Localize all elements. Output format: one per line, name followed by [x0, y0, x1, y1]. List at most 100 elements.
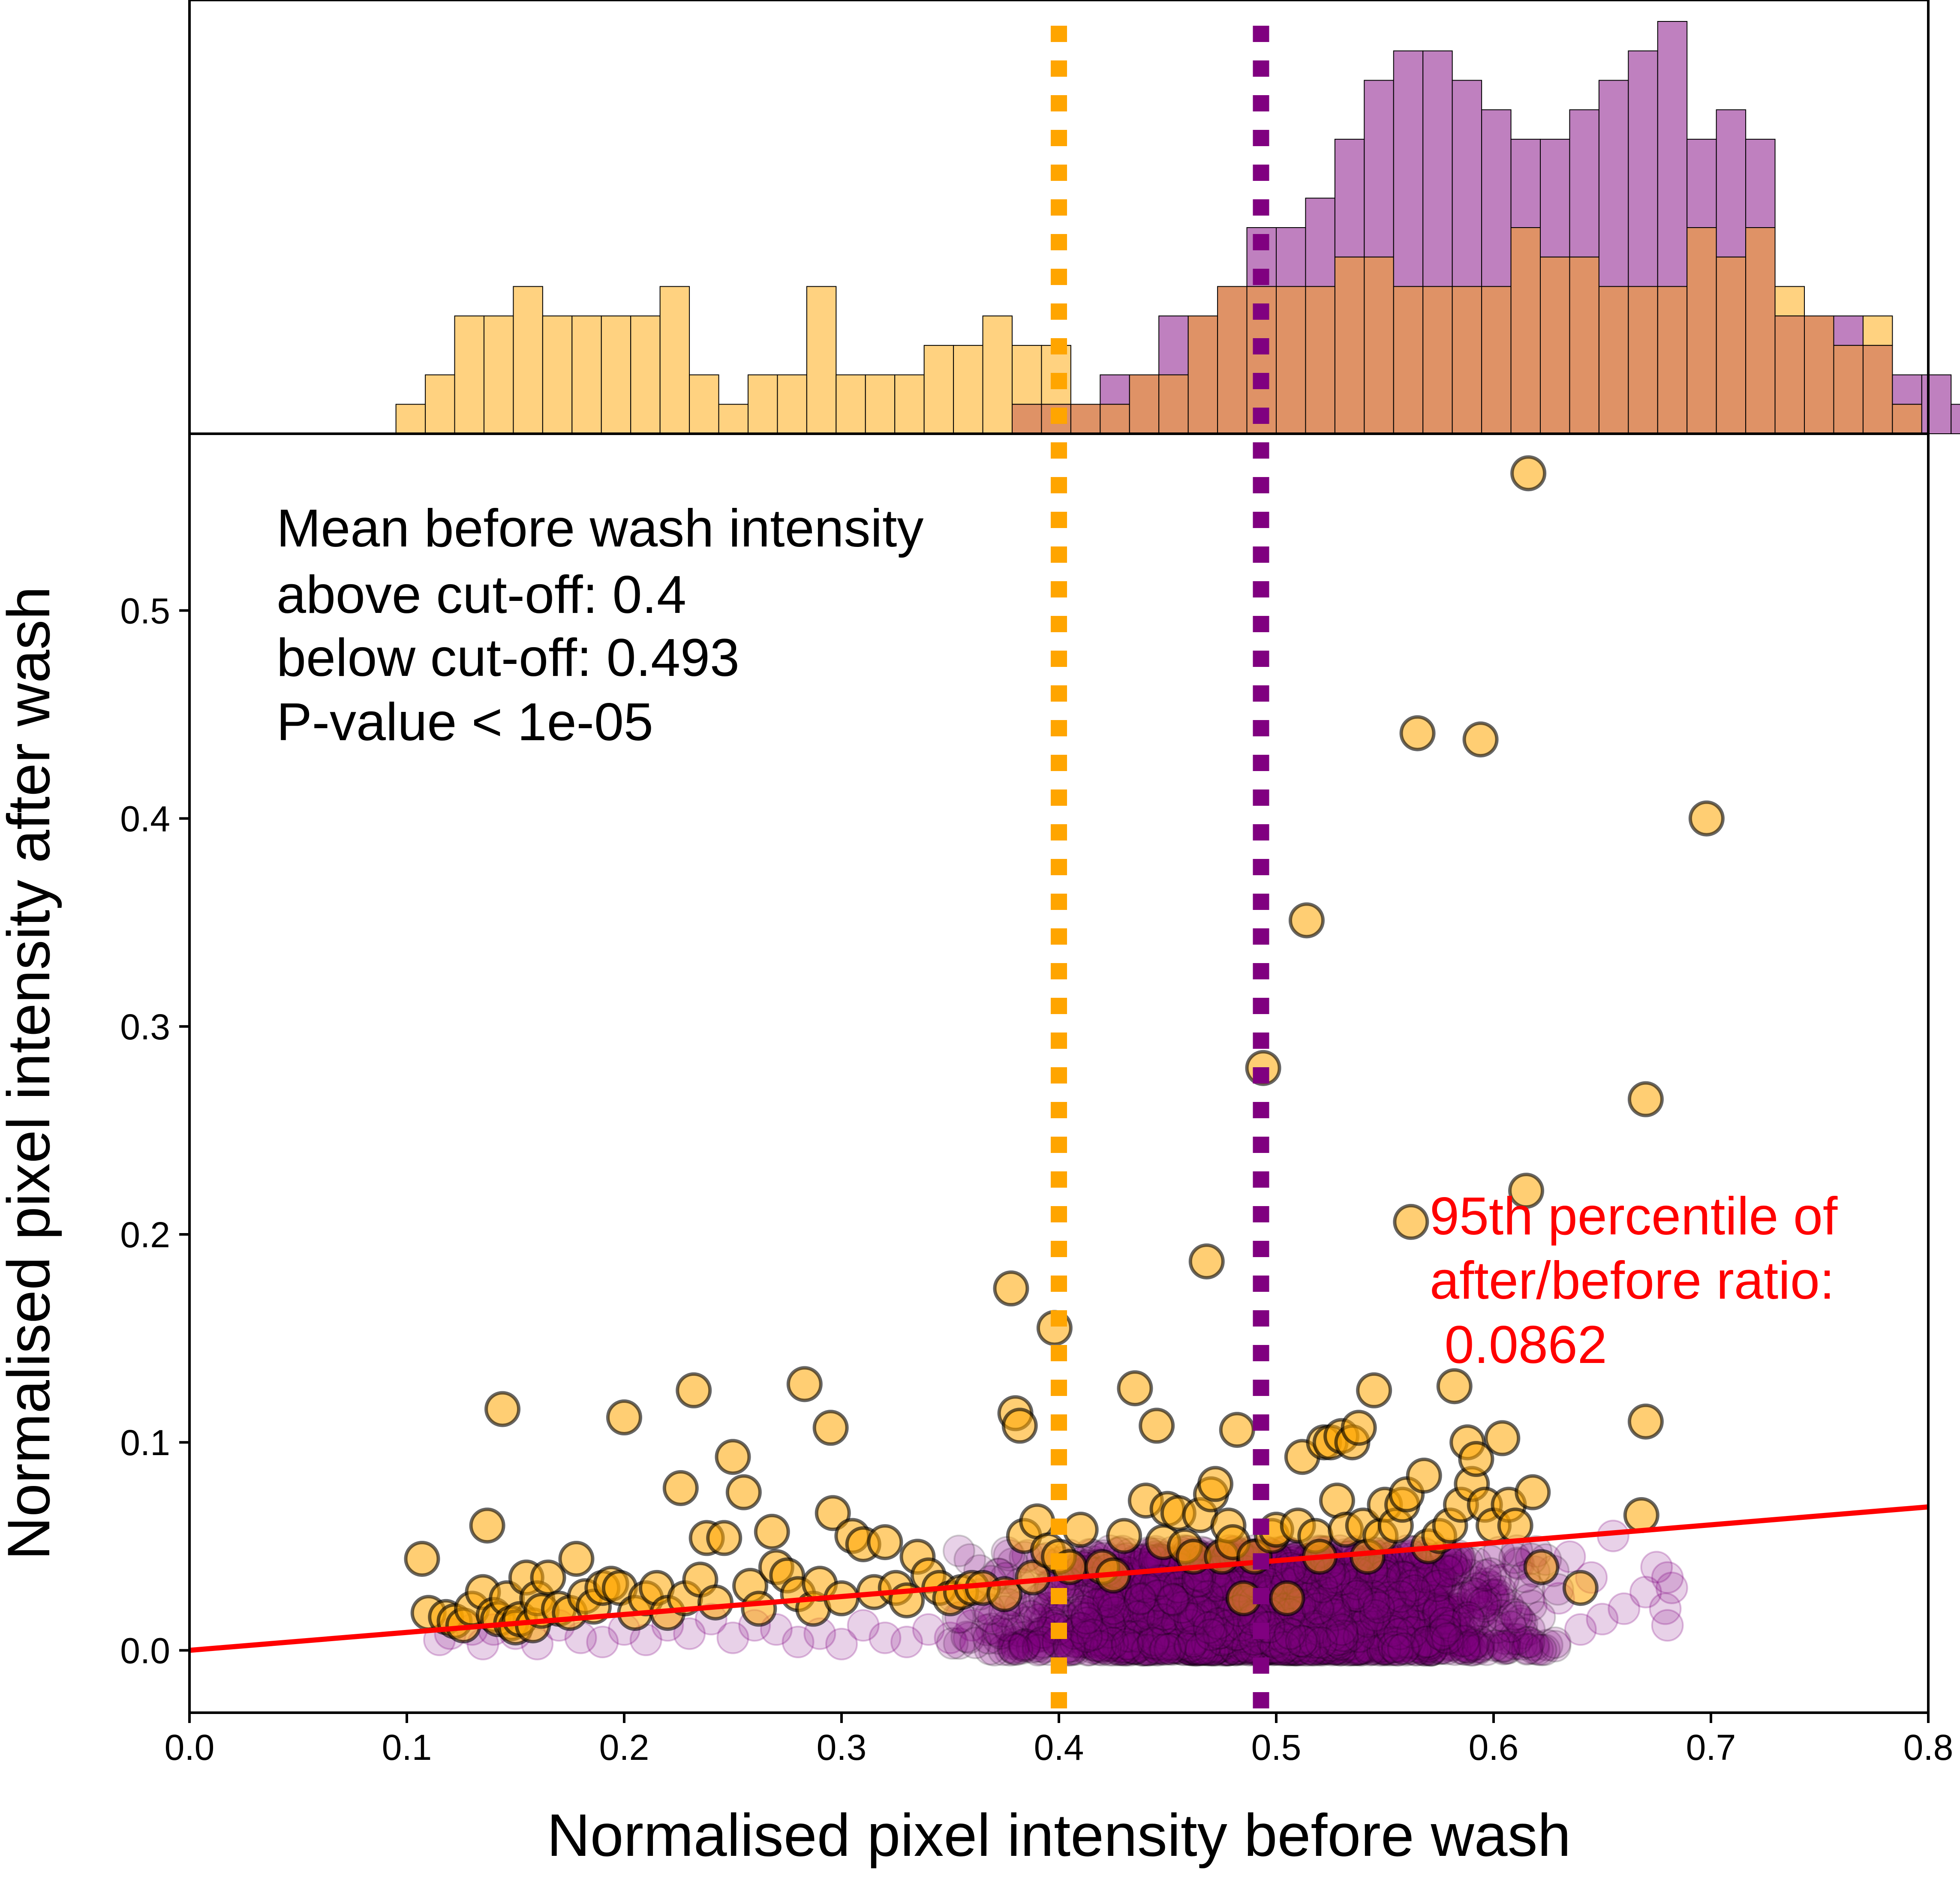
y-tick-label: 0.1	[120, 1423, 170, 1463]
histogram-bar-overlap	[1598, 286, 1629, 435]
below-point	[1312, 1627, 1345, 1660]
below-point	[1334, 1622, 1367, 1655]
below-point	[1145, 1594, 1178, 1627]
histogram-bar	[601, 315, 631, 435]
below-point	[1172, 1588, 1205, 1621]
above-point	[404, 1540, 440, 1577]
below-point	[1418, 1598, 1451, 1631]
below-point	[1113, 1634, 1146, 1667]
above-point	[1356, 1372, 1392, 1408]
below-point	[1202, 1634, 1235, 1667]
below-point	[1196, 1604, 1229, 1637]
below-point	[1359, 1618, 1392, 1651]
below-point	[1227, 1625, 1260, 1658]
below-point	[1173, 1588, 1206, 1621]
below-point	[1350, 1584, 1383, 1617]
below-point	[1377, 1576, 1410, 1609]
below-point	[1338, 1577, 1371, 1610]
below-point	[1280, 1628, 1313, 1661]
below-point	[1007, 1621, 1040, 1654]
above-point	[993, 1270, 1029, 1307]
below-point	[1402, 1625, 1435, 1658]
below-point	[1352, 1579, 1385, 1612]
histogram-bar-overlap	[1862, 345, 1893, 434]
below-point	[1208, 1614, 1242, 1647]
below-point	[1156, 1626, 1189, 1659]
below-point	[1316, 1581, 1349, 1614]
below-point	[1386, 1598, 1419, 1631]
histogram-bar	[571, 315, 602, 435]
below-point	[1428, 1575, 1461, 1608]
below-point	[1310, 1601, 1343, 1634]
below-point	[1207, 1630, 1240, 1663]
below-point	[1366, 1631, 1399, 1664]
below-point	[1420, 1625, 1453, 1658]
below-point	[1084, 1611, 1117, 1644]
below-point	[1224, 1625, 1257, 1658]
histogram-bar	[1540, 138, 1570, 258]
below-point	[1231, 1632, 1264, 1665]
below-point	[1332, 1634, 1365, 1667]
histogram-bar-overlap	[1774, 315, 1805, 435]
histogram-bar	[659, 286, 690, 435]
below-point	[1380, 1578, 1413, 1611]
below-point	[1304, 1629, 1337, 1662]
below-point	[1380, 1630, 1413, 1663]
below-point	[1103, 1633, 1136, 1666]
below-point	[1339, 1584, 1372, 1617]
below-point	[1327, 1619, 1360, 1652]
below-point	[1327, 1629, 1360, 1662]
histogram-bar-overlap	[1305, 286, 1335, 435]
below-point	[1423, 1632, 1456, 1665]
below-point	[1163, 1601, 1196, 1634]
below-point	[1358, 1598, 1391, 1631]
above-point	[1106, 1518, 1142, 1554]
below-point	[1341, 1571, 1374, 1604]
below-point	[1368, 1566, 1401, 1599]
below-point	[1372, 1626, 1405, 1659]
below-point	[1340, 1628, 1373, 1661]
histogram-bar	[1686, 138, 1717, 228]
below-point	[1308, 1631, 1341, 1664]
below-point	[1367, 1608, 1400, 1641]
above-point	[1288, 902, 1325, 939]
below-point	[1180, 1609, 1213, 1642]
below-point	[1459, 1546, 1492, 1579]
below-point	[1190, 1578, 1223, 1611]
below-point	[1424, 1591, 1457, 1624]
histogram-bar-overlap	[1657, 286, 1688, 435]
below-point	[1414, 1627, 1447, 1660]
below-point	[1316, 1631, 1349, 1664]
below-point	[1172, 1598, 1205, 1631]
below-point	[1318, 1633, 1351, 1666]
histogram-bar	[1862, 315, 1893, 346]
below-point	[1149, 1633, 1182, 1666]
histogram-bar-overlap	[1011, 404, 1042, 434]
below-point	[1422, 1612, 1455, 1645]
below-point	[1457, 1627, 1490, 1660]
below-point	[1326, 1630, 1359, 1663]
below-point	[1361, 1584, 1394, 1617]
below-point	[1185, 1620, 1218, 1653]
below-point	[1281, 1615, 1314, 1648]
below-point	[1346, 1573, 1379, 1606]
below-point	[1313, 1624, 1346, 1657]
below-point	[1189, 1623, 1222, 1656]
below-point	[1511, 1632, 1544, 1665]
histogram-bar-overlap	[1540, 256, 1570, 434]
below-point	[1434, 1594, 1467, 1627]
below-point	[1278, 1614, 1311, 1647]
histogram-bar	[454, 315, 484, 435]
below-point	[1178, 1633, 1211, 1666]
below-point	[1356, 1633, 1389, 1666]
below-point	[1296, 1625, 1329, 1658]
below-point	[1408, 1630, 1441, 1663]
below-point	[1224, 1624, 1257, 1657]
below-point	[1464, 1605, 1497, 1638]
below-point	[1374, 1621, 1407, 1654]
below-point	[1498, 1627, 1531, 1660]
below-point	[1403, 1572, 1436, 1605]
below-point	[1347, 1619, 1380, 1652]
below-point	[1324, 1605, 1357, 1638]
below-point	[1202, 1610, 1235, 1643]
